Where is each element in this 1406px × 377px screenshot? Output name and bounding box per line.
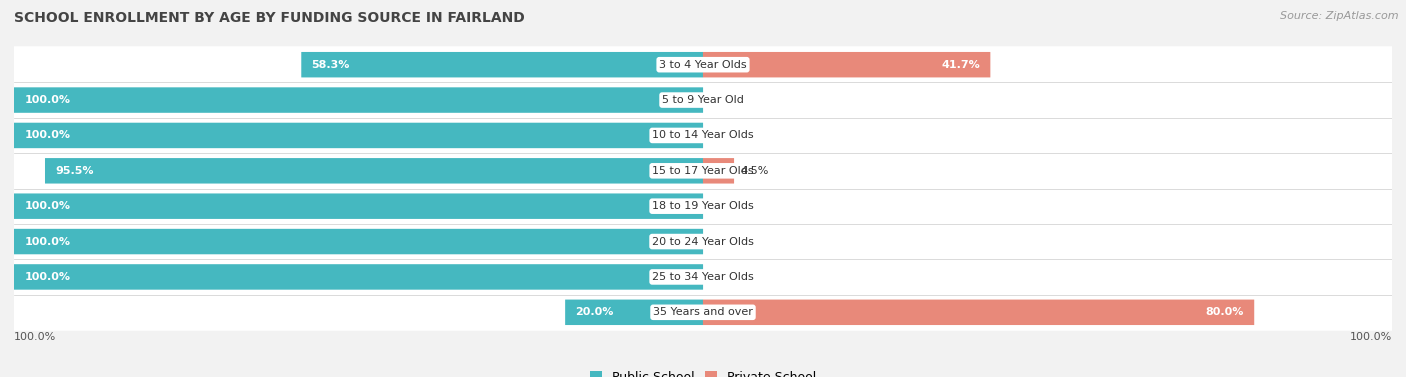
FancyBboxPatch shape (703, 158, 734, 184)
FancyBboxPatch shape (14, 193, 703, 219)
Text: 100.0%: 100.0% (1350, 332, 1392, 342)
FancyBboxPatch shape (14, 229, 703, 254)
Text: 35 Years and over: 35 Years and over (652, 307, 754, 317)
Text: 25 to 34 Year Olds: 25 to 34 Year Olds (652, 272, 754, 282)
Text: 100.0%: 100.0% (24, 236, 70, 247)
Legend: Public School, Private School: Public School, Private School (585, 366, 821, 377)
FancyBboxPatch shape (565, 300, 703, 325)
Text: 18 to 19 Year Olds: 18 to 19 Year Olds (652, 201, 754, 211)
Text: 41.7%: 41.7% (941, 60, 980, 70)
FancyBboxPatch shape (14, 264, 703, 290)
Text: 58.3%: 58.3% (312, 60, 350, 70)
FancyBboxPatch shape (45, 158, 703, 184)
Text: Source: ZipAtlas.com: Source: ZipAtlas.com (1281, 11, 1399, 21)
Text: 15 to 17 Year Olds: 15 to 17 Year Olds (652, 166, 754, 176)
Text: 95.5%: 95.5% (55, 166, 94, 176)
Text: 20.0%: 20.0% (575, 307, 614, 317)
FancyBboxPatch shape (14, 46, 1392, 83)
FancyBboxPatch shape (14, 87, 703, 113)
Text: 100.0%: 100.0% (24, 95, 70, 105)
Text: SCHOOL ENROLLMENT BY AGE BY FUNDING SOURCE IN FAIRLAND: SCHOOL ENROLLMENT BY AGE BY FUNDING SOUR… (14, 11, 524, 25)
FancyBboxPatch shape (14, 188, 1392, 225)
Text: 20 to 24 Year Olds: 20 to 24 Year Olds (652, 236, 754, 247)
FancyBboxPatch shape (14, 294, 1392, 331)
FancyBboxPatch shape (14, 117, 1392, 154)
Text: 4.5%: 4.5% (741, 166, 769, 176)
FancyBboxPatch shape (14, 82, 1392, 118)
FancyBboxPatch shape (14, 223, 1392, 260)
Text: 100.0%: 100.0% (24, 201, 70, 211)
FancyBboxPatch shape (14, 259, 1392, 295)
Text: 80.0%: 80.0% (1205, 307, 1244, 317)
Text: 3 to 4 Year Olds: 3 to 4 Year Olds (659, 60, 747, 70)
FancyBboxPatch shape (703, 52, 990, 77)
Text: 100.0%: 100.0% (24, 130, 70, 141)
FancyBboxPatch shape (14, 123, 703, 148)
Text: 10 to 14 Year Olds: 10 to 14 Year Olds (652, 130, 754, 141)
FancyBboxPatch shape (14, 152, 1392, 189)
FancyBboxPatch shape (301, 52, 703, 77)
Text: 100.0%: 100.0% (24, 272, 70, 282)
Text: 100.0%: 100.0% (14, 332, 56, 342)
FancyBboxPatch shape (703, 300, 1254, 325)
Text: 5 to 9 Year Old: 5 to 9 Year Old (662, 95, 744, 105)
